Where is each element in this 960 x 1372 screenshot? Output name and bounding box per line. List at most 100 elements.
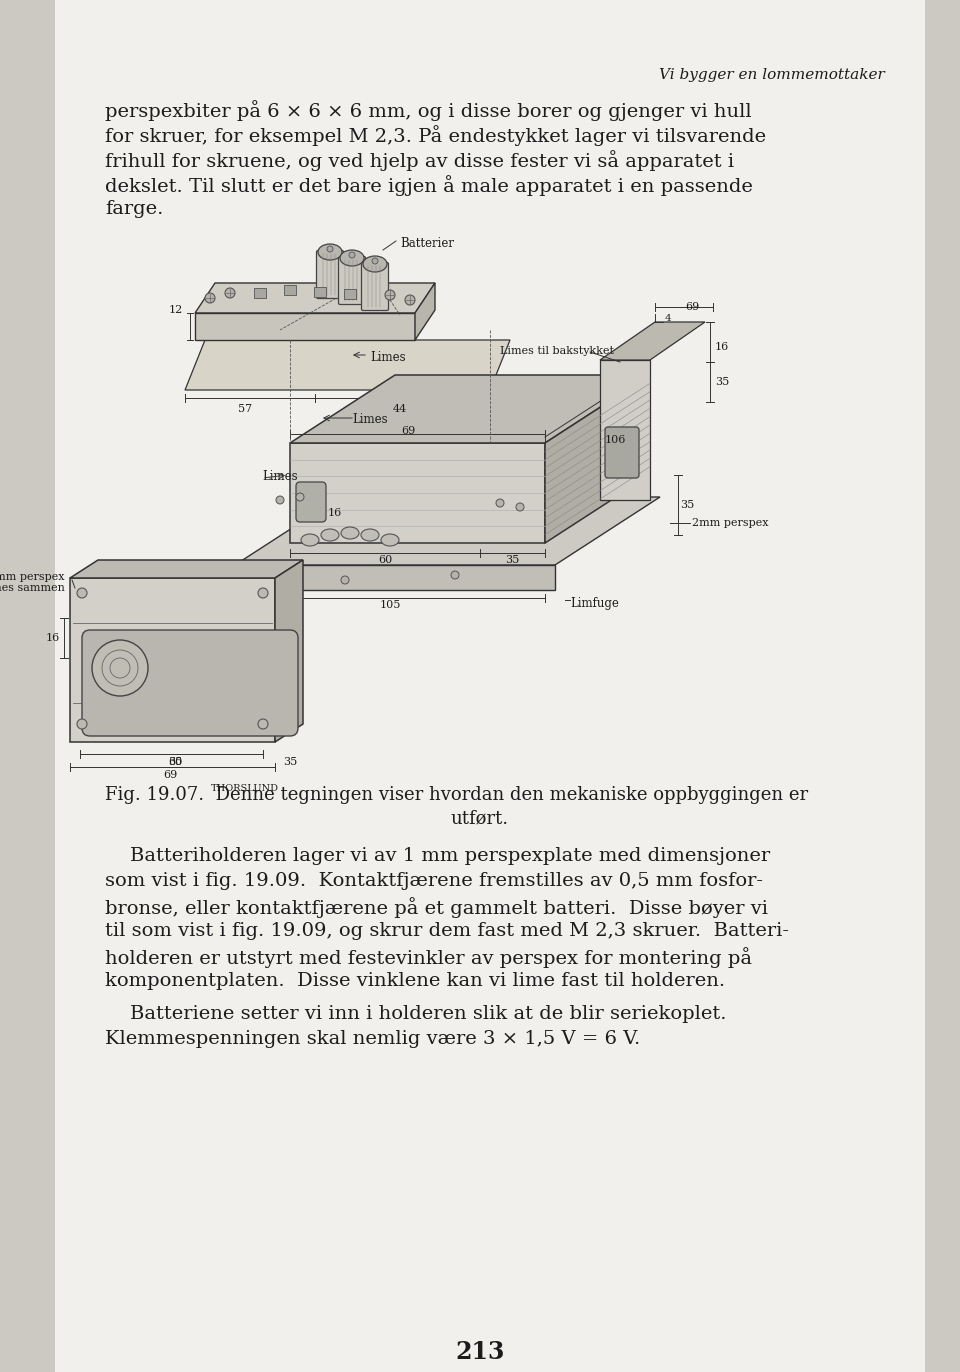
Ellipse shape <box>341 527 359 539</box>
Text: 35: 35 <box>505 556 519 565</box>
Circle shape <box>276 497 284 504</box>
Text: til som vist i fig. 19.09, og skrur dem fast med M 2,3 skruer.  Batteri-: til som vist i fig. 19.09, og skrur dem … <box>105 922 789 940</box>
Polygon shape <box>600 359 650 499</box>
Bar <box>314 287 326 296</box>
Text: holderen er utstyrt med festevinkler av perspex for montering på: holderen er utstyrt med festevinkler av … <box>105 947 752 969</box>
Text: limes sammen: limes sammen <box>0 583 65 593</box>
Circle shape <box>496 499 504 508</box>
Text: for skruer, for eksempel M 2,3. På endestykket lager vi tilsvarende: for skruer, for eksempel M 2,3. På endes… <box>105 125 766 145</box>
Polygon shape <box>600 322 705 359</box>
Ellipse shape <box>363 257 387 272</box>
Text: Vi bygger en lommemottaker: Vi bygger en lommemottaker <box>660 69 885 82</box>
Text: 69: 69 <box>685 302 699 311</box>
Text: Limes: Limes <box>370 351 406 364</box>
Text: 44: 44 <box>393 403 407 414</box>
Circle shape <box>451 571 459 579</box>
Polygon shape <box>290 443 545 543</box>
Text: utført.: utført. <box>451 809 509 827</box>
Text: THORSLUND: THORSLUND <box>211 783 279 793</box>
Ellipse shape <box>318 291 342 303</box>
Text: Batteriene setter vi inn i holderen slik at de blir seriekoplet.: Batteriene setter vi inn i holderen slik… <box>105 1006 727 1024</box>
Text: Limes til bakstykket: Limes til bakstykket <box>500 346 614 355</box>
Text: 12: 12 <box>169 305 183 316</box>
Text: 57: 57 <box>238 403 252 414</box>
Polygon shape <box>195 313 415 340</box>
Ellipse shape <box>340 296 364 309</box>
Polygon shape <box>290 375 650 443</box>
Text: 35: 35 <box>680 499 694 510</box>
Text: perspexbiter på 6 × 6 × 6 mm, og i disse borer og gjenger vi hull: perspexbiter på 6 × 6 × 6 mm, og i disse… <box>105 100 752 121</box>
Circle shape <box>341 576 349 584</box>
Circle shape <box>205 294 215 303</box>
Text: 69: 69 <box>401 425 415 436</box>
Circle shape <box>296 493 304 501</box>
Bar <box>254 288 266 298</box>
Circle shape <box>349 252 355 258</box>
FancyBboxPatch shape <box>362 262 389 310</box>
Text: komponentplaten.  Disse vinklene kan vi lime fast til holderen.: komponentplaten. Disse vinklene kan vi l… <box>105 971 725 991</box>
Circle shape <box>405 295 415 305</box>
Circle shape <box>258 719 268 729</box>
Text: Fig. 19.07.  Denne tegningen viser hvordan den mekaniske oppbyggingen er: Fig. 19.07. Denne tegningen viser hvorda… <box>105 786 808 804</box>
Ellipse shape <box>361 530 379 541</box>
Ellipse shape <box>301 534 319 546</box>
Polygon shape <box>185 340 510 390</box>
Circle shape <box>516 504 524 510</box>
Text: frihull for skruene, og ved hjelp av disse fester vi så apparatet i: frihull for skruene, og ved hjelp av dis… <box>105 150 734 172</box>
Text: 60: 60 <box>378 556 392 565</box>
Bar <box>344 289 356 299</box>
Circle shape <box>77 719 87 729</box>
Text: 69: 69 <box>163 770 178 781</box>
Circle shape <box>225 288 235 298</box>
Text: 16: 16 <box>46 632 60 643</box>
Polygon shape <box>70 560 303 578</box>
Ellipse shape <box>340 250 364 266</box>
Text: som vist i fig. 19.09.  Kontaktfjærene fremstilles av 0,5 mm fosfor-: som vist i fig. 19.09. Kontaktfjærene fr… <box>105 873 763 890</box>
Ellipse shape <box>321 530 339 541</box>
FancyBboxPatch shape <box>339 257 366 305</box>
Bar <box>284 285 296 295</box>
Polygon shape <box>415 283 435 340</box>
Ellipse shape <box>363 303 387 316</box>
Text: 213: 213 <box>455 1340 505 1364</box>
Text: Limfuge: Limfuge <box>570 597 619 611</box>
Text: 65: 65 <box>168 757 182 767</box>
Text: 2mm perspex: 2mm perspex <box>0 572 65 582</box>
Polygon shape <box>70 578 275 742</box>
Text: 16: 16 <box>715 342 730 353</box>
Text: 30: 30 <box>168 757 182 767</box>
Polygon shape <box>545 375 650 543</box>
Polygon shape <box>235 497 660 565</box>
Text: 35: 35 <box>715 377 730 387</box>
Text: Limes: Limes <box>262 471 298 483</box>
FancyBboxPatch shape <box>82 630 298 735</box>
Text: Batterier: Batterier <box>400 237 454 250</box>
FancyBboxPatch shape <box>605 427 639 477</box>
Circle shape <box>327 246 333 252</box>
Polygon shape <box>195 283 435 313</box>
Text: 105: 105 <box>379 600 400 611</box>
Text: farge.: farge. <box>105 200 163 218</box>
Text: 4: 4 <box>665 314 672 322</box>
Text: 2mm perspex: 2mm perspex <box>692 519 769 528</box>
Text: bronse, eller kontaktfjærene på et gammelt batteri.  Disse bøyer vi: bronse, eller kontaktfjærene på et gamme… <box>105 897 768 918</box>
Circle shape <box>92 639 148 696</box>
Bar <box>0 0 55 1372</box>
Polygon shape <box>235 565 555 590</box>
FancyBboxPatch shape <box>296 482 326 521</box>
Bar <box>925 0 960 1372</box>
Circle shape <box>258 589 268 598</box>
Circle shape <box>77 589 87 598</box>
Text: Limes: Limes <box>352 413 388 425</box>
Text: Klemmespenningen skal nemlig være 3 × 1,5 V = 6 V.: Klemmespenningen skal nemlig være 3 × 1,… <box>105 1030 640 1048</box>
Polygon shape <box>275 560 303 742</box>
Ellipse shape <box>381 534 399 546</box>
Text: Batteriholderen lager vi av 1 mm perspexplate med dimensjoner: Batteriholderen lager vi av 1 mm perspex… <box>105 847 770 864</box>
Text: 16: 16 <box>328 508 343 519</box>
Circle shape <box>385 289 395 300</box>
Text: dekslet. Til slutt er det bare igjen å male apparatet i en passende: dekslet. Til slutt er det bare igjen å m… <box>105 176 753 196</box>
FancyBboxPatch shape <box>317 251 344 299</box>
Ellipse shape <box>318 244 342 261</box>
Circle shape <box>372 258 378 263</box>
Text: 106: 106 <box>605 435 626 445</box>
